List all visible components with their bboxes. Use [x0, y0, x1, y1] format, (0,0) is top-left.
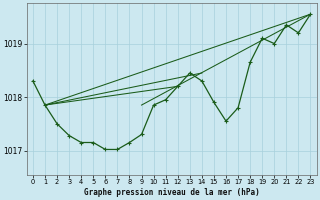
X-axis label: Graphe pression niveau de la mer (hPa): Graphe pression niveau de la mer (hPa): [84, 188, 260, 197]
